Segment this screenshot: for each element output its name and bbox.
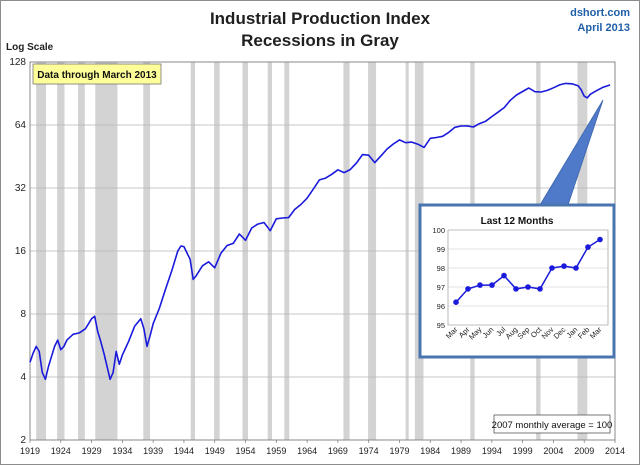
title-line-2: Recessions in Gray [241, 31, 399, 50]
y-tick-label: 8 [20, 309, 26, 320]
x-tick-label: 1929 [82, 446, 102, 456]
source-credit: dshort.com April 2013 [570, 6, 630, 36]
y-tick-label: 16 [15, 246, 27, 257]
x-tick-label: 1924 [51, 446, 71, 456]
inset-data-point [549, 265, 555, 271]
x-tick-label: 1994 [482, 446, 502, 456]
inset-y-tick-label: 95 [437, 321, 445, 330]
inset-data-point [477, 282, 483, 288]
x-tick-label: 1989 [451, 446, 471, 456]
y-tick-label: 4 [20, 372, 26, 383]
y-tick-label: 64 [15, 120, 27, 131]
inset-pointer-arrow [539, 99, 604, 206]
x-tick-label: 1934 [112, 446, 132, 456]
title-line-1: Industrial Production Index [209, 9, 431, 28]
x-tick-label: 2014 [605, 446, 625, 456]
x-tick-label: 1944 [174, 446, 194, 456]
production-index-line [29, 82, 611, 381]
inset-data-point [525, 284, 531, 290]
x-tick-label: 1999 [513, 446, 533, 456]
x-tick-label: 2009 [574, 446, 594, 456]
inset-grid-lines [448, 229, 608, 326]
inset-y-tick-label: 96 [437, 302, 445, 311]
inset-data-point [489, 282, 495, 288]
x-tick-label: 1959 [266, 446, 286, 456]
callout-box [32, 63, 162, 85]
inset-data-point [585, 244, 591, 250]
y-tick-label: 2 [20, 435, 26, 446]
inset-data-point [501, 272, 507, 279]
x-tick-label: 1979 [389, 446, 409, 456]
data-through-callout: Data through March 2013 [32, 63, 162, 85]
x-tick-label: 1954 [236, 446, 256, 456]
y-tick-label: 32 [15, 183, 27, 194]
inset-y-tick-label: 97 [437, 283, 445, 292]
chart-title: Industrial Production Index Recessions i… [0, 8, 640, 52]
footnote-text: 2007 monthly average = 100 [492, 420, 613, 431]
y-scale-label: Log Scale [6, 42, 54, 53]
callout-text: Data through March 2013 [37, 70, 157, 81]
inset-data-point [573, 265, 579, 271]
x-tick-label: 1919 [20, 446, 40, 456]
axis-labels: 2 4 8 16 32 64 128 1919 1924 1929 1934 1939 1944 1949… [9, 57, 625, 456]
x-tick-label: 2004 [543, 446, 563, 456]
inset-y-tick-label: 100 [432, 226, 445, 235]
x-tick-label: 1949 [205, 446, 225, 456]
source-site: dshort.com [570, 7, 630, 19]
x-tick-label: 1974 [359, 446, 379, 456]
inset-y-tick-label: 98 [437, 264, 445, 273]
inset-frame [418, 203, 616, 359]
inset-y-tick-label: 99 [437, 245, 445, 254]
x-tick-label: 1964 [297, 446, 317, 456]
inset-title: Last 12 Months [481, 216, 554, 227]
source-date: April 2013 [577, 22, 630, 34]
inset-data-point [453, 299, 459, 306]
inset-data-point [537, 286, 543, 292]
footnote: 2007 monthly average = 100 [492, 414, 613, 434]
inset-data-point [597, 236, 603, 243]
x-tick-label: 1969 [328, 446, 348, 456]
x-tick-label: 1939 [143, 446, 163, 456]
inset-data-point [561, 263, 567, 269]
inset-data-point [513, 286, 519, 292]
inset-data-point [465, 286, 471, 292]
y-tick-label: 128 [9, 57, 26, 68]
last-12-months-inset: Last 12 Months 9596979899100MarAprMayJun… [418, 203, 616, 359]
x-tick-label: 1984 [420, 446, 440, 456]
inset-points [453, 236, 603, 306]
footnote-box [493, 414, 611, 434]
